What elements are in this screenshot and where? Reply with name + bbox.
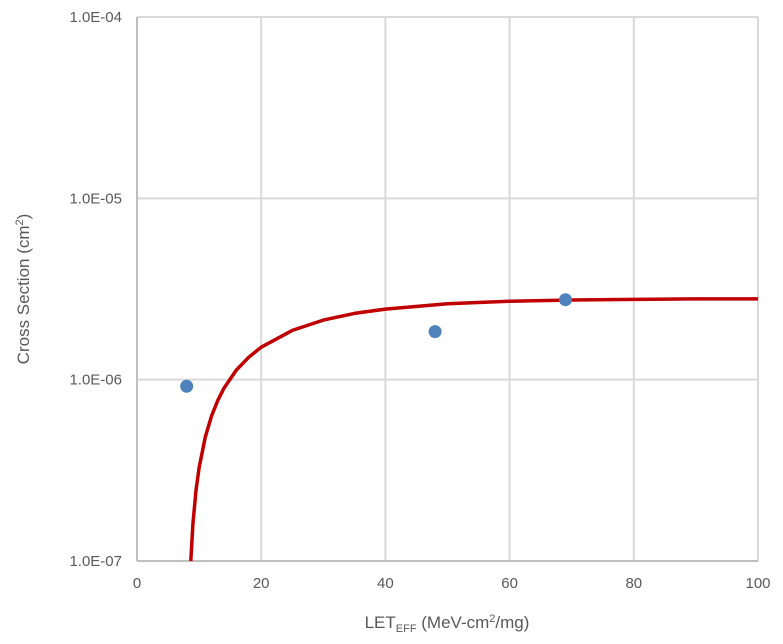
y-tick-label: 1.0E-05: [69, 190, 122, 207]
series-layer: [180, 293, 758, 562]
x-tick-label: 40: [377, 575, 394, 592]
x-axis-title: LETEFF (MeV-cm2/mg): [365, 613, 530, 635]
fit-curve: [189, 297, 758, 562]
y-tick-label: 1.0E-04: [69, 9, 122, 26]
x-tick-label: 20: [253, 575, 270, 592]
y-axis-title: Cross Section (cm2): [14, 214, 33, 365]
x-tick-label: 60: [501, 575, 518, 592]
x-tick-label: 80: [625, 575, 642, 592]
gridlines: [136, 16, 759, 562]
data-point: [428, 325, 442, 339]
data-point: [180, 379, 194, 393]
y-tick-label: 1.0E-06: [69, 372, 122, 389]
data-point: [558, 293, 572, 307]
y-tick-label: 1.0E-07: [69, 553, 122, 570]
x-tick-label: 100: [745, 575, 770, 592]
x-tick-label: 0: [133, 575, 141, 592]
tick-labels: 0 20 40 60 80 100 1.0E-07 1.0E-06 1.0E-05 1.0E-04: [69, 9, 770, 592]
